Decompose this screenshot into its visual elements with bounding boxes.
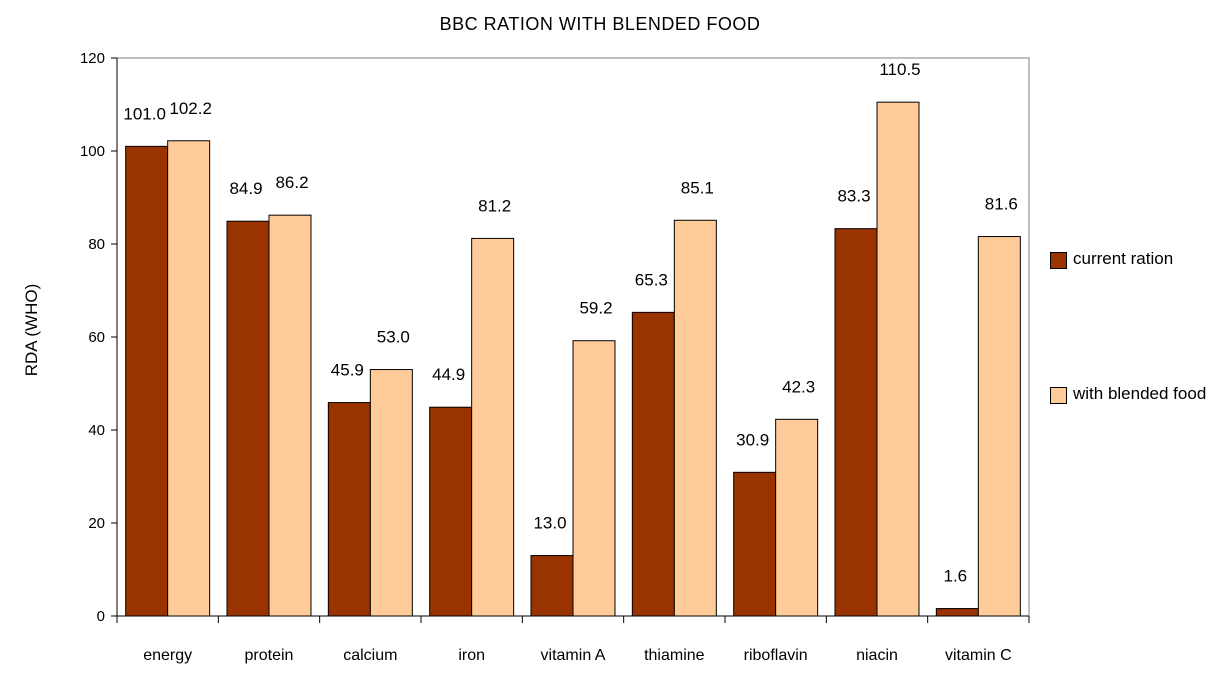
bar-current-vitamin-A: [530, 555, 574, 617]
x-tick-label: vitamin A: [541, 647, 606, 664]
chart-title: BBC RATION WITH BLENDED FOOD: [439, 14, 761, 34]
bar-blended-calcium: [369, 369, 413, 617]
x-tick-label: calcium: [343, 647, 397, 664]
data-label: 65.3: [635, 270, 668, 289]
bar-blended-riboflavin: [775, 418, 819, 617]
bar-blended-thiamine: [673, 219, 717, 617]
legend-label-blended: with blended food: [1073, 384, 1207, 403]
data-label: 30.9: [736, 430, 769, 449]
data-label: 101.0: [123, 104, 166, 123]
legend-item-current: current ration: [1050, 248, 1223, 274]
data-label: 1.6: [944, 567, 968, 586]
bar-current-niacin: [834, 228, 878, 617]
x-tick-label: protein: [245, 647, 294, 664]
bar-current-calcium: [327, 402, 371, 617]
data-label: 44.9: [432, 365, 465, 384]
bar-current-iron: [429, 406, 473, 617]
bar-current-energy: [125, 145, 169, 617]
data-label: 13.0: [533, 514, 566, 533]
legend-label-current: current ration: [1073, 249, 1174, 268]
bar-blended-protein: [268, 214, 312, 617]
bar-current-protein: [226, 220, 270, 617]
y-tick-label: 120: [80, 50, 105, 67]
x-tick-label: energy: [143, 647, 192, 664]
y-tick-label: 20: [88, 515, 105, 532]
bar-blended-vitamin-C: [977, 236, 1021, 617]
bar-current-riboflavin: [733, 471, 777, 617]
data-label: 45.9: [331, 361, 364, 380]
y-tick-label: 0: [97, 608, 105, 625]
data-label: 84.9: [229, 179, 262, 198]
bar-current-thiamine: [631, 311, 675, 617]
data-label: 81.6: [985, 195, 1018, 214]
data-labels: 101.0 102.2 84.9 86.2 45.9 53.0 44.9 81.2 13.0 59…: [123, 60, 1017, 585]
bar-blended-vitamin-A: [572, 340, 616, 617]
x-tick-label: iron: [458, 647, 485, 664]
bar-current-vitamin-C: [935, 608, 979, 617]
data-label: 102.2: [169, 99, 212, 118]
data-label: 110.5: [879, 60, 920, 79]
data-label: 83.3: [837, 187, 870, 206]
data-label: 85.1: [681, 178, 714, 197]
y-tick-label: 40: [88, 422, 105, 439]
data-label: 81.2: [478, 196, 511, 215]
data-label: 53.0: [377, 328, 410, 347]
data-label: 42.3: [782, 377, 815, 396]
legend-swatch-current: [1050, 252, 1067, 269]
bar-blended-niacin: [876, 101, 920, 617]
x-tick-label: riboflavin: [744, 647, 808, 664]
data-label: 86.2: [275, 173, 308, 192]
x-tick-label: niacin: [856, 647, 898, 664]
y-tick-label: 80: [88, 236, 105, 253]
tick-labels: 0 20 40 60 80 100 120 energy protein calcium iron v…: [80, 50, 1012, 664]
legend-swatch-blended: [1050, 387, 1067, 404]
bar-blended-energy: [167, 140, 211, 617]
x-tick-label: vitamin C: [945, 647, 1012, 664]
y-tick-label: 100: [80, 143, 105, 160]
bars: [125, 101, 1021, 617]
bar-blended-iron: [471, 237, 515, 617]
x-tick-label: thiamine: [644, 647, 705, 664]
y-tick-label: 60: [88, 329, 105, 346]
legend-item-blended: with blended food: [1050, 383, 1223, 409]
data-label: 59.2: [579, 299, 612, 318]
